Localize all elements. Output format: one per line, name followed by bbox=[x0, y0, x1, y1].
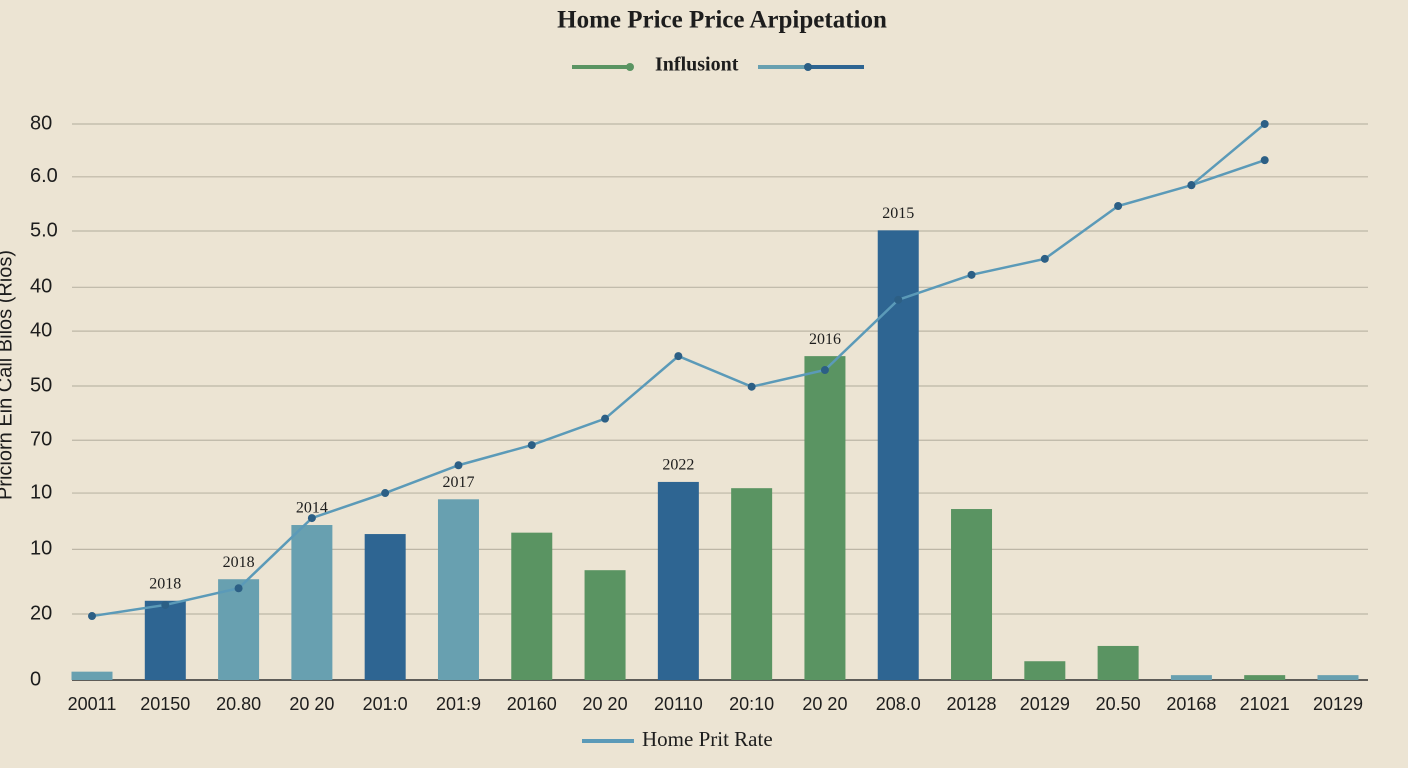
line-point bbox=[894, 295, 903, 304]
y-tick-label: 10 bbox=[30, 538, 52, 560]
bar bbox=[1024, 661, 1066, 680]
y-tick-label: 80 bbox=[30, 112, 52, 134]
y-tick-label: 50 bbox=[30, 374, 52, 396]
line-point bbox=[1187, 181, 1196, 190]
bar-annotation: 2022 bbox=[662, 457, 694, 474]
line-point bbox=[381, 489, 390, 498]
y-tick-label: 10 bbox=[30, 481, 52, 503]
bar-annotation: 2018 bbox=[223, 554, 255, 571]
bar bbox=[804, 356, 846, 680]
x-tick-label: 201:0 bbox=[363, 694, 408, 714]
line-point bbox=[527, 441, 536, 450]
x-tick-label: 20011 bbox=[68, 694, 117, 714]
bar bbox=[437, 499, 479, 680]
line-point bbox=[1040, 254, 1049, 263]
bar-annotation: 2016 bbox=[809, 331, 841, 348]
legend-marker bbox=[626, 63, 634, 71]
bar-annotation: 2017 bbox=[442, 474, 474, 491]
x-tick-label: 201:9 bbox=[436, 694, 481, 714]
bar-annotation: 2018 bbox=[149, 575, 181, 592]
line-point bbox=[454, 461, 463, 470]
line-point bbox=[161, 600, 170, 609]
bar bbox=[291, 525, 333, 680]
y-tick-label: 5.0 bbox=[30, 219, 58, 241]
y-tick-label: 20 bbox=[30, 602, 52, 624]
x-tick-label: 20110 bbox=[654, 694, 703, 714]
x-tick-label: 20160 bbox=[507, 694, 557, 714]
line-point bbox=[1260, 120, 1269, 128]
x-tick-label: 20150 bbox=[140, 694, 190, 714]
line-point bbox=[307, 514, 316, 523]
bar bbox=[877, 230, 919, 680]
line-point bbox=[601, 414, 610, 423]
bar bbox=[364, 534, 406, 680]
chart-title: Home Price Price Arpipetation bbox=[557, 7, 887, 34]
bar bbox=[1170, 675, 1212, 680]
x-tick-label: 20 20 bbox=[802, 694, 847, 714]
line-point bbox=[967, 270, 976, 279]
bar bbox=[1097, 645, 1139, 680]
line-point bbox=[88, 612, 96, 621]
x-tick-label: 21021 bbox=[1240, 694, 1290, 714]
bar bbox=[218, 579, 260, 680]
y-tick-label: 0 bbox=[30, 668, 41, 690]
y-axis-title: Priciorn Ein Call Bilos (Rios) bbox=[0, 250, 16, 500]
y-tick-label: 6.0 bbox=[30, 165, 58, 187]
line-point bbox=[747, 382, 756, 391]
bar bbox=[511, 532, 553, 680]
x-tick-label: 208.0 bbox=[876, 694, 921, 714]
bar bbox=[584, 570, 626, 680]
x-tick-label: 20129 bbox=[1313, 694, 1363, 714]
bar-annotation: 2014 bbox=[296, 500, 328, 517]
x-tick-label: 20 20 bbox=[289, 694, 334, 714]
bar bbox=[731, 488, 773, 680]
line-point bbox=[1260, 156, 1269, 165]
bar bbox=[1244, 675, 1286, 680]
line-point bbox=[820, 366, 829, 375]
bar bbox=[1317, 675, 1359, 680]
y-tick-label: 40 bbox=[30, 276, 52, 298]
y-tick-label: 70 bbox=[30, 429, 52, 451]
bar bbox=[71, 671, 113, 680]
x-tick-label: 20128 bbox=[946, 694, 996, 714]
x-tick-label: 20168 bbox=[1166, 694, 1216, 714]
legend-marker bbox=[804, 63, 812, 71]
bar bbox=[144, 600, 186, 680]
x-tick-label: 20.50 bbox=[1096, 694, 1141, 714]
line-point bbox=[234, 584, 243, 593]
line-point bbox=[674, 352, 683, 361]
bar-annotation: 2015 bbox=[882, 205, 914, 222]
line bbox=[1191, 158, 1266, 187]
x-tick-label: 20129 bbox=[1020, 694, 1070, 714]
x-tick-label: 20.80 bbox=[216, 694, 261, 714]
x-tick-label: 20 20 bbox=[583, 694, 628, 714]
bar bbox=[951, 509, 993, 680]
legend-label: Influsiont bbox=[655, 54, 739, 76]
bar bbox=[657, 481, 699, 680]
x-tick-label: 20:10 bbox=[729, 694, 774, 714]
y-tick-label: 40 bbox=[30, 319, 52, 341]
line-point bbox=[1114, 202, 1123, 211]
legend-label: Home Prit Rate bbox=[642, 727, 773, 751]
